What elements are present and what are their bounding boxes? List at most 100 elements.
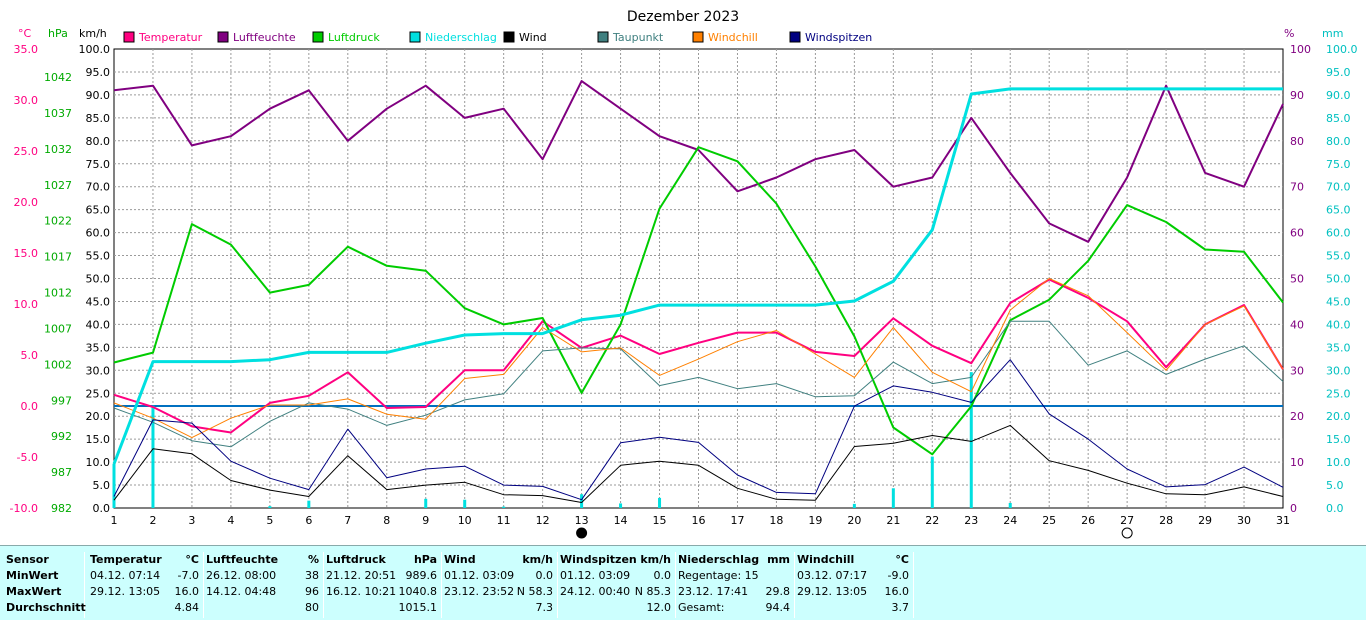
tick-day: 25: [1042, 514, 1056, 527]
series-line-luftfeuchte: [113, 80, 1284, 243]
tick-day: 3: [188, 514, 195, 527]
stats-row-label: 04.12. 07:14: [90, 569, 161, 582]
stats-row: 26.12. 08:00 38: [206, 568, 323, 584]
legend-label: Wind: [519, 31, 547, 44]
series-line-niederschlag: [112, 87, 1283, 465]
stats-column-unit: °C: [185, 553, 199, 566]
stats-label-column: Sensor MinWert MaxWert Durchschnitt: [6, 552, 86, 618]
full-moon-icon: [1121, 527, 1133, 539]
tick-day: 11: [497, 514, 511, 527]
series-line-temperatur: [113, 278, 1284, 434]
tick-day: 26: [1081, 514, 1095, 527]
stats-row-label: 21.12. 20:51: [326, 569, 397, 582]
rain-bar: [424, 498, 428, 508]
rain-bar: [930, 456, 934, 508]
legend-label: Windspitzen: [805, 31, 872, 44]
stats-column-luftdruck: Luftdruck hPa 21.12. 20:51 989.6 16.12. 10:2…: [326, 552, 442, 618]
stats-column-title: Windspitzen: [560, 553, 637, 566]
stats-row-label: 16.12. 10:21: [326, 585, 397, 598]
tick-day: 4: [227, 514, 234, 527]
legend-swatch: [692, 31, 704, 43]
stats-row-value: 989.6: [405, 569, 438, 582]
tick-hum: 70: [1290, 181, 1304, 194]
legend-label: Temperatur: [138, 31, 203, 44]
rain-bar: [580, 494, 584, 508]
stats-row-label: 26.12. 08:00: [206, 569, 277, 582]
stats-column-header: Niederschlag mm: [678, 552, 794, 568]
tick-rain: 5.0: [1326, 479, 1344, 492]
tick-press: 997: [51, 394, 72, 407]
tick-press: 982: [51, 502, 72, 515]
tick-day: 31: [1276, 514, 1290, 527]
stats-row: 01.12. 03:09 0.0: [560, 568, 675, 584]
tick-temp: 15.0: [14, 247, 39, 260]
stats-row: 23.12. 23:52 N 58.3: [444, 584, 557, 600]
tick-hum: 20: [1290, 410, 1304, 423]
stats-row: 4.84: [90, 600, 203, 616]
tick-hum: 10: [1290, 456, 1304, 469]
stats-row-value: 80: [305, 601, 319, 614]
tick-wind: 5.0: [93, 479, 111, 492]
series-line-windchill: [113, 278, 1284, 439]
stats-row: 80: [206, 600, 323, 616]
stats-row-value: 7.3: [535, 601, 554, 614]
tick-wind: 60.0: [86, 227, 111, 240]
tick-press: 1012: [44, 287, 72, 300]
stats-row: 12.0: [560, 600, 675, 616]
tick-temp: -10.0: [10, 502, 38, 515]
stats-column-unit: mm: [767, 553, 790, 566]
stats-row: 04.12. 07:14 -7.0: [90, 568, 203, 584]
tick-day: 12: [536, 514, 550, 527]
tick-wind: 35.0: [86, 341, 111, 354]
stats-column-unit: km/h: [640, 553, 671, 566]
tick-day: 9: [422, 514, 429, 527]
tick-rain: 45.0: [1326, 295, 1351, 308]
tick-hum: 40: [1290, 318, 1304, 331]
stats-row: 14.12. 04:48 96: [206, 584, 323, 600]
tick-day: 10: [458, 514, 472, 527]
stats-column-header: Luftfeuchte%: [206, 552, 323, 568]
tick-press: 992: [51, 430, 72, 443]
tick-day: 1: [111, 514, 118, 527]
series-line-windspitzen: [113, 359, 1284, 501]
stats-column-unit: km/h: [522, 553, 553, 566]
tick-rain: 75.0: [1326, 158, 1351, 171]
tick-rain: 90.0: [1326, 89, 1351, 102]
tick-day: 28: [1159, 514, 1173, 527]
series-line-wind: [113, 424, 1284, 503]
tick-temp: 20.0: [14, 196, 39, 209]
stats-row: 16.12. 10:21 1040.8: [326, 584, 441, 600]
stats-row-label: 01.12. 03:09: [444, 569, 515, 582]
stats-row-value: 4.84: [174, 601, 200, 614]
stats-row-value: N 85.3: [634, 585, 671, 598]
stats-row-value: 29.8: [765, 585, 791, 598]
weather-chart: Dezember 2023 °C hPa km/h% mm Temperatur Luftf…: [10, 9, 1358, 539]
axis-labels: 35.030.025.020.015.010.05.00.0-5.0-10.01…: [10, 43, 1358, 527]
stats-row-label: 14.12. 04:48: [206, 585, 277, 598]
stats-row-value: 1015.1: [398, 601, 438, 614]
legend-label: Luftfeuchte: [233, 31, 296, 44]
stats-min-label: MinWert: [6, 569, 59, 582]
unit-hum: %: [1284, 27, 1294, 40]
stats-row: 3.7: [797, 600, 913, 616]
tick-day: 16: [692, 514, 706, 527]
stats-row: 1015.1: [326, 600, 441, 616]
tick-day: 24: [1003, 514, 1017, 527]
stats-row-label: Regentage: 15: [678, 569, 759, 582]
tick-day: 5: [266, 514, 273, 527]
tick-press: 1027: [44, 179, 72, 192]
tick-day: 13: [575, 514, 589, 527]
tick-wind: 15.0: [86, 433, 111, 446]
stats-column-unit: °C: [895, 553, 909, 566]
rain-bar: [619, 503, 623, 508]
tick-day: 20: [847, 514, 861, 527]
stats-column-title: Temperatur: [90, 553, 162, 566]
tick-rain: 85.0: [1326, 112, 1351, 125]
series-line-taupunkt: [113, 320, 1284, 448]
stats-row-value: 3.7: [891, 601, 910, 614]
tick-rain: 10.0: [1326, 456, 1351, 469]
stats-row: 7.3: [444, 600, 557, 616]
tick-day: 19: [808, 514, 822, 527]
rain-bar: [307, 500, 311, 508]
stats-row-value: -9.0: [887, 569, 909, 582]
